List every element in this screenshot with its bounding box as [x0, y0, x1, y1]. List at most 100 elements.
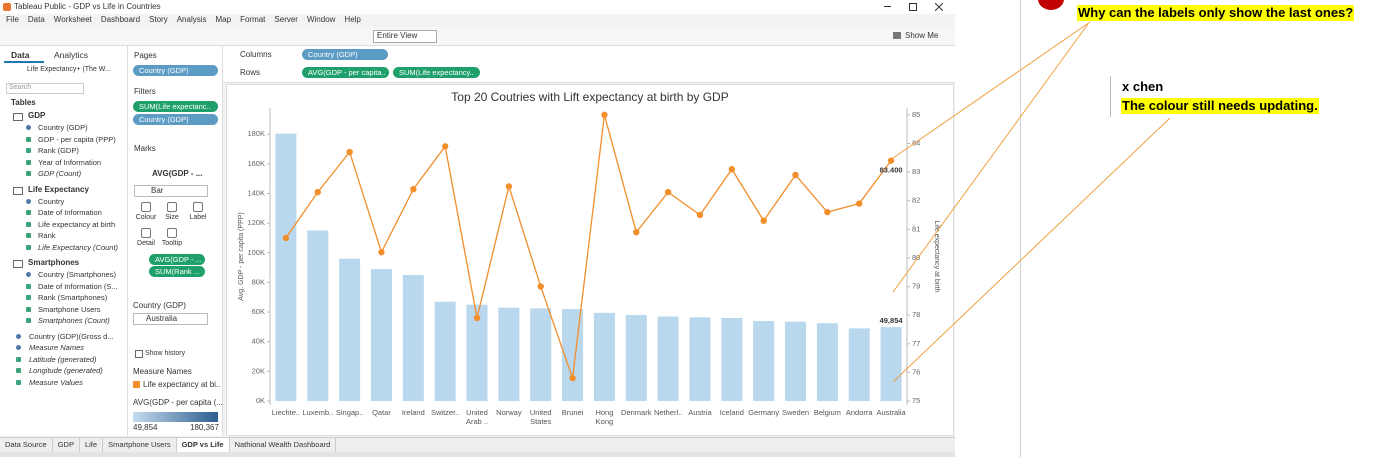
analytics-tab[interactable]: Analytics — [54, 50, 89, 60]
menu-item[interactable]: Window — [306, 15, 336, 24]
sheet-tab[interactable]: Nathional Wealth Dashboard — [230, 438, 337, 452]
app-icon — [3, 3, 11, 11]
field[interactable]: Life expectancy at birth — [38, 219, 116, 229]
comment-bar — [1110, 76, 1111, 117]
sheet-tab[interactable]: GDP — [53, 438, 80, 452]
minimize[interactable] — [884, 6, 891, 7]
field[interactable]: Life Expectancy (Count) — [38, 242, 119, 252]
mark-button[interactable]: Detail — [137, 240, 155, 247]
x-tick-label: Brunei — [561, 408, 584, 417]
table-icon — [13, 260, 23, 268]
field-icon — [26, 125, 31, 130]
x-tick-label: Switzer.. — [431, 408, 460, 417]
field[interactable]: Measure Values — [29, 377, 83, 387]
field-icon — [26, 318, 31, 324]
search-box[interactable] — [6, 83, 84, 94]
legend-swatch — [133, 381, 140, 388]
show-history-checkbox[interactable] — [135, 350, 143, 358]
mark-button[interactable]: Colour — [135, 214, 157, 221]
x-tick-label: Australia — [876, 408, 906, 417]
menu-item[interactable]: Dashboard — [100, 15, 141, 24]
sheet-tab[interactable]: Life — [80, 438, 104, 452]
menu-item[interactable]: Data — [27, 15, 45, 24]
field[interactable]: GDP - per capita (PPP) — [38, 134, 116, 144]
field[interactable]: Longitude (generated) — [29, 366, 103, 375]
menu-item[interactable]: Server — [274, 15, 298, 24]
sheet-tabs: Data Source GDP Life Smartphone Users GDP vs… — [0, 437, 955, 452]
fit-dropdown[interactable] — [373, 30, 437, 43]
mark-type-dropdown[interactable] — [134, 185, 208, 197]
show-me-icon — [893, 32, 901, 39]
table-icon — [13, 186, 23, 195]
field[interactable]: Rank — [38, 231, 56, 241]
pill[interactable]: Country (GDP) — [302, 49, 388, 60]
color-legend-min: 49,854 — [133, 423, 158, 432]
country-dropdown[interactable] — [133, 313, 208, 325]
table-name[interactable]: Life Expectancy — [28, 184, 89, 194]
x-tick-label: Sweden — [781, 408, 810, 417]
field-icon — [16, 333, 21, 339]
field[interactable]: Rank (Smartphones) — [38, 293, 108, 303]
menu-item[interactable]: Format — [240, 15, 266, 24]
toolbar — [0, 27, 955, 46]
marks-heading: Marks — [134, 144, 156, 153]
menu-item[interactable]: File — [6, 15, 19, 24]
pill[interactable]: SUM(Rank ... — [149, 266, 205, 277]
field[interactable]: Smartphone Users — [38, 304, 101, 314]
x-tick-label: Denmark — [621, 408, 652, 417]
field[interactable]: GDP (Count) — [38, 169, 82, 179]
field[interactable]: Smartphones (Count) — [38, 316, 110, 326]
measure-names-item: Life expectancy at bi.. — [143, 380, 221, 389]
field-icon — [26, 198, 31, 204]
menu-item[interactable]: Map — [215, 15, 232, 24]
field[interactable]: Measure Names — [29, 343, 85, 352]
show-me[interactable]: Show Me — [905, 31, 939, 40]
data-source[interactable]: Life Expectancy+ (The W... — [27, 66, 111, 73]
mark-button[interactable]: Tooltip — [161, 240, 183, 247]
country-filter-heading: Country (GDP) — [133, 301, 186, 310]
pill[interactable]: SUM(Life expectancy.. — [393, 67, 480, 78]
comment-text: Why can the labels only show the last on… — [1077, 5, 1355, 21]
x-tick-label: Luxemb.. — [302, 408, 334, 417]
field-icon — [26, 159, 31, 165]
restore[interactable] — [909, 3, 917, 11]
pill[interactable]: AVG(GDP - per capita.. — [302, 67, 389, 78]
field[interactable]: Country (GDP) — [38, 123, 88, 132]
field[interactable]: Rank (GDP) — [38, 146, 79, 156]
field-icon — [16, 368, 21, 373]
sheet-tab[interactable]: Data Source — [0, 438, 53, 452]
field-icon — [16, 379, 21, 385]
field[interactable]: Country — [38, 196, 65, 206]
sheet-tab[interactable]: GDP vs Life — [176, 438, 230, 452]
mark-button[interactable]: Size — [165, 214, 179, 221]
close[interactable] — [935, 3, 943, 11]
x-tick-label: Iceland — [719, 408, 744, 417]
mark-button[interactable]: Label — [189, 214, 207, 221]
x-tick-label: Ireland — [401, 408, 425, 417]
field[interactable]: Country (GDP)(Gross d... — [29, 331, 114, 341]
menu-item[interactable]: Analysis — [176, 15, 207, 24]
table-name[interactable]: GDP — [28, 111, 46, 120]
color-legend-heading: AVG(GDP - per capita (... — [133, 398, 223, 407]
comment-text: The colour still needs updating. — [1121, 98, 1319, 114]
color-legend-max: 180,367 — [190, 423, 219, 432]
comment-avatar — [1038, 0, 1064, 10]
mark-button-icon — [141, 228, 151, 238]
sheet-tab[interactable]: Smartphone Users — [103, 438, 177, 452]
field[interactable]: Date of Information (S... — [38, 281, 118, 291]
table-name[interactable]: Smartphones — [28, 258, 80, 267]
field-icon — [26, 233, 31, 239]
menu-item[interactable]: Worksheet — [53, 15, 92, 24]
field[interactable]: Date of Information — [38, 208, 102, 218]
pill[interactable]: Country (GDP) — [133, 114, 218, 125]
pill[interactable]: AVG(GDP - ... — [149, 254, 205, 265]
field[interactable]: Year of Information — [38, 157, 102, 167]
menu-item[interactable]: Story — [149, 15, 168, 24]
pages-heading: Pages — [134, 51, 157, 60]
menu-item[interactable]: Help — [344, 15, 361, 24]
field[interactable]: Latitude (generated) — [29, 354, 97, 364]
field[interactable]: Country (Smartphones) — [38, 270, 116, 279]
pill[interactable]: Country (GDP) — [133, 65, 218, 76]
pill[interactable]: SUM(Life expectanc.. — [133, 101, 218, 112]
data-tab[interactable]: Data — [11, 50, 30, 60]
